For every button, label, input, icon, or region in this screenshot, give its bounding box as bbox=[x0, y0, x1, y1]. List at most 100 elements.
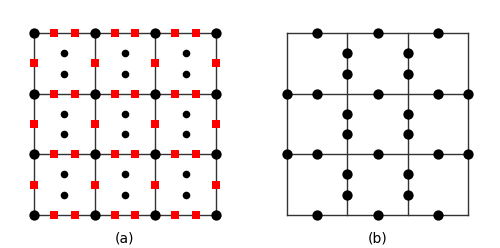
Point bbox=[131, 31, 139, 35]
Point bbox=[60, 51, 68, 55]
Point bbox=[60, 132, 68, 136]
Point bbox=[121, 193, 129, 197]
Point bbox=[131, 213, 139, 217]
Point bbox=[30, 213, 38, 217]
Point bbox=[404, 112, 412, 116]
Point bbox=[30, 92, 38, 96]
Point bbox=[90, 213, 98, 217]
Point bbox=[70, 213, 78, 217]
Point bbox=[343, 51, 351, 55]
Point bbox=[70, 92, 78, 96]
Point bbox=[282, 92, 290, 96]
Point bbox=[30, 62, 38, 65]
Point bbox=[90, 152, 98, 156]
Point bbox=[404, 51, 412, 55]
Point bbox=[111, 92, 119, 96]
Point bbox=[282, 152, 290, 156]
Point bbox=[313, 92, 321, 96]
Point bbox=[131, 92, 139, 96]
Point bbox=[152, 31, 160, 35]
Point bbox=[90, 92, 98, 96]
Point bbox=[182, 132, 190, 136]
Point bbox=[404, 193, 412, 197]
Point bbox=[212, 152, 220, 156]
Text: (b): (b) bbox=[368, 232, 388, 246]
Point bbox=[111, 213, 119, 217]
Point bbox=[182, 51, 190, 55]
Point bbox=[50, 92, 58, 96]
Point bbox=[50, 152, 58, 156]
Point bbox=[404, 72, 412, 76]
Point bbox=[50, 213, 58, 217]
Text: (a): (a) bbox=[115, 232, 135, 246]
Point bbox=[374, 152, 382, 156]
Point bbox=[192, 92, 200, 96]
Point bbox=[182, 193, 190, 197]
Point bbox=[152, 213, 160, 217]
Point bbox=[131, 152, 139, 156]
Point bbox=[434, 152, 442, 156]
Point bbox=[404, 132, 412, 136]
Point bbox=[182, 112, 190, 116]
Point bbox=[121, 132, 129, 136]
Point bbox=[90, 183, 98, 186]
Point bbox=[343, 112, 351, 116]
Point bbox=[313, 31, 321, 35]
Point bbox=[111, 31, 119, 35]
Point bbox=[212, 62, 220, 65]
Point bbox=[464, 92, 472, 96]
Point bbox=[30, 31, 38, 35]
Point bbox=[212, 122, 220, 126]
Point bbox=[121, 51, 129, 55]
Point bbox=[152, 152, 160, 156]
Point bbox=[60, 72, 68, 76]
Point bbox=[434, 213, 442, 217]
Point bbox=[212, 183, 220, 186]
Point bbox=[30, 122, 38, 126]
Point bbox=[212, 213, 220, 217]
Point bbox=[404, 172, 412, 176]
Point bbox=[121, 172, 129, 176]
Point bbox=[172, 213, 179, 217]
Point bbox=[70, 31, 78, 35]
Point bbox=[121, 112, 129, 116]
Point bbox=[90, 122, 98, 126]
Point bbox=[464, 152, 472, 156]
Point bbox=[374, 92, 382, 96]
Point bbox=[212, 31, 220, 35]
Point bbox=[343, 72, 351, 76]
Point bbox=[192, 213, 200, 217]
Point bbox=[343, 193, 351, 197]
Point bbox=[152, 62, 160, 65]
Point bbox=[374, 31, 382, 35]
Point bbox=[434, 31, 442, 35]
Point bbox=[60, 193, 68, 197]
Point bbox=[90, 31, 98, 35]
Point bbox=[172, 92, 179, 96]
Point bbox=[30, 152, 38, 156]
Point bbox=[434, 92, 442, 96]
Point bbox=[60, 172, 68, 176]
Point bbox=[182, 72, 190, 76]
Point bbox=[313, 152, 321, 156]
Point bbox=[192, 31, 200, 35]
Point bbox=[313, 213, 321, 217]
Point bbox=[60, 112, 68, 116]
Point bbox=[172, 31, 179, 35]
Point bbox=[343, 172, 351, 176]
Point bbox=[172, 152, 179, 156]
Point bbox=[152, 183, 160, 186]
Point bbox=[212, 92, 220, 96]
Point bbox=[121, 72, 129, 76]
Point bbox=[152, 92, 160, 96]
Point bbox=[152, 122, 160, 126]
Point bbox=[30, 183, 38, 186]
Point bbox=[111, 152, 119, 156]
Point bbox=[192, 152, 200, 156]
Point bbox=[90, 62, 98, 65]
Point bbox=[374, 213, 382, 217]
Point bbox=[70, 152, 78, 156]
Point bbox=[343, 132, 351, 136]
Point bbox=[182, 172, 190, 176]
Point bbox=[50, 31, 58, 35]
